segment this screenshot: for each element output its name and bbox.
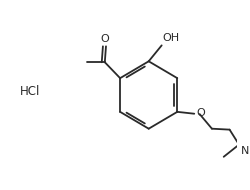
Text: O: O (100, 34, 109, 44)
Text: HCl: HCl (20, 85, 40, 98)
Text: OH: OH (163, 33, 180, 43)
Text: O: O (196, 108, 205, 118)
Text: N: N (241, 146, 249, 157)
